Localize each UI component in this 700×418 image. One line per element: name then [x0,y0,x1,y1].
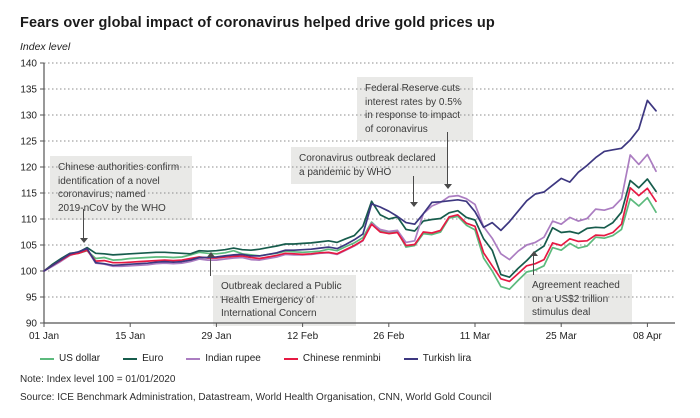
arrowhead-pandemic-declared [410,202,418,207]
legend-swatch [123,357,138,360]
arrow-novel-coronavirus [83,209,84,238]
arrow-stimulus-deal [533,256,534,275]
legend-label: Turkish lira [422,353,472,364]
legend-swatch [40,357,54,360]
x-tick-label: 29 Jan [201,331,231,342]
series-line-euro [43,178,657,279]
x-tick-label: 15 Jan [115,331,145,342]
series-line-chinese-renminbi [43,186,657,283]
y-tick-label: 110 [21,215,37,226]
y-tick-label: 105 [20,241,37,252]
annotation-fed-rate-cut: Federal Reserve cuts interest rates by 0… [357,77,473,141]
legend-label: Indian rupee [205,353,261,364]
y-tick-label: 135 [20,85,37,96]
x-tick-label: 12 Feb [287,331,319,342]
y-tick-label: 125 [20,137,37,148]
chart-source: Source: ICE Benchmark Administration, Da… [20,392,492,403]
legend-item-indian-rupee: Indian rupee [186,353,261,364]
legend-item-euro: Euro [123,353,163,364]
arrowhead-fed-rate-cut [444,184,452,189]
chart-legend: US dollar Euro Indian rupee Chinese renminb… [40,353,471,364]
annotation-public-health-emergency: Outbreak declared a Public Health Emerge… [213,275,356,326]
chart-note: Note: Index level 100 = 01/01/2020 [20,374,176,385]
legend-item-us-dollar: US dollar [40,353,100,364]
y-tick-label: 95 [26,293,38,304]
x-tick-label: 26 Feb [373,331,405,342]
y-tick-label: 115 [21,189,37,200]
x-tick-label: 25 Mar [546,331,578,342]
legend-swatch [186,357,201,360]
chart-title: Fears over global impact of coronavirus … [20,15,495,31]
y-axis-unit-label: Index level [20,41,71,53]
y-tick-label: 140 [20,59,37,70]
legend-label: Chinese renminbi [302,353,381,364]
series-line-us-dollar [43,196,657,291]
annotation-stimulus-deal: Agreement reached on a US$2 trillion sti… [524,274,632,325]
legend-swatch [403,357,418,360]
x-tick-label: 01 Jan [29,331,59,342]
legend-label: Euro [142,353,164,364]
arrow-public-health-emergency [210,257,211,276]
arrow-pandemic-declared [413,176,414,202]
arrow-fed-rate-cut [447,132,448,184]
legend-swatch [283,357,298,360]
y-tick-label: 130 [20,111,37,122]
annotation-pandemic-declared: Coronavirus outbreak declared a pandemic… [291,147,447,184]
x-tick-label: 08 Apr [633,331,663,342]
legend-item-turkish-lira: Turkish lira [403,353,472,364]
legend-item-chinese-renminbi: Chinese renminbi [283,353,381,364]
y-tick-label: 120 [20,163,37,174]
y-tick-label: 90 [26,319,38,330]
arrowhead-stimulus-deal [530,251,538,256]
y-tick-label: 100 [20,267,37,278]
arrowhead-public-health-emergency [207,252,215,257]
series-line-turkish-lira [43,99,657,272]
arrowhead-novel-coronavirus [80,238,88,243]
x-tick-label: 11 Mar [460,331,491,342]
legend-label: US dollar [59,353,101,364]
